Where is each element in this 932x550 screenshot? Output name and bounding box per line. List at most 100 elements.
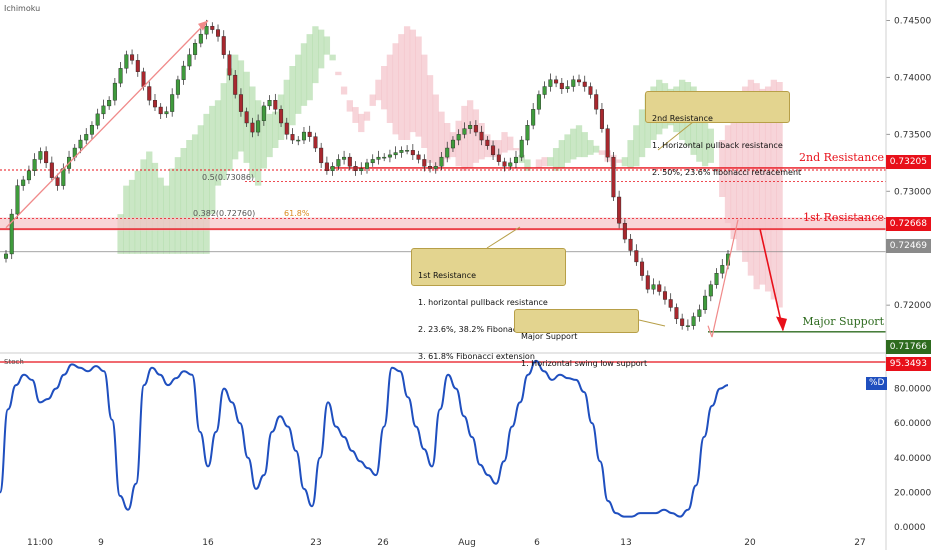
down-projection-arrowhead — [776, 316, 787, 332]
retrace-arrow-tail — [707, 325, 713, 338]
candle-body — [599, 109, 604, 129]
candlestick-series — [3, 19, 731, 331]
candle-body — [502, 161, 507, 167]
candle-body — [594, 94, 599, 110]
price-tick-label: 0.74000 — [894, 73, 931, 83]
candle-body — [628, 238, 633, 251]
candle-body — [279, 109, 284, 124]
candle-body — [634, 250, 639, 263]
candle-body — [267, 100, 272, 107]
candle-body — [198, 33, 203, 44]
candle-body — [714, 273, 719, 285]
candle-body — [342, 156, 347, 160]
fib-50-label: 0.5(0.73086) — [202, 173, 255, 182]
candle-body — [399, 150, 404, 153]
candle-body — [89, 125, 94, 135]
candle-body — [26, 170, 31, 181]
stoch-tick-label: 60.0000 — [894, 419, 931, 429]
second-resistance-note: 2nd Resistance 1. Horizontal pullback re… — [645, 91, 801, 177]
candle-body — [445, 147, 450, 158]
candle-body — [657, 284, 662, 292]
candle-body — [651, 284, 656, 290]
retrace-arrow — [711, 219, 739, 338]
second-resistance-label: 2nd Resistance — [799, 151, 884, 164]
candle-body — [387, 154, 392, 158]
candle-body — [216, 29, 221, 37]
candle-body — [382, 156, 387, 159]
candle-body — [238, 94, 243, 112]
candle-body — [221, 36, 226, 55]
candle-body — [405, 150, 410, 152]
price-tick-label: 0.74500 — [894, 16, 931, 26]
candle-body — [147, 86, 152, 101]
candle-body — [296, 139, 301, 142]
second-resistance-price-tag: 0.73205 — [885, 155, 931, 169]
candle-body — [301, 131, 306, 141]
stoch-tick-label: 0.0000 — [894, 523, 926, 533]
x-tick-label: 11:00 — [27, 538, 53, 548]
candle-body — [124, 54, 129, 69]
candle-body — [536, 94, 541, 110]
x-tick-label: Aug — [458, 538, 476, 548]
x-tick-label: 20 — [744, 538, 756, 548]
stoch-tick-label: 20.0000 — [894, 488, 931, 498]
candle-body — [622, 222, 627, 240]
candle-body — [508, 162, 513, 167]
candle-body — [273, 100, 278, 110]
candle-body — [187, 54, 192, 67]
candle-body — [32, 159, 37, 172]
candle-body — [84, 134, 89, 141]
candle-body — [175, 79, 180, 95]
candle-body — [697, 309, 702, 317]
candle-body — [548, 79, 553, 87]
candle-body — [353, 166, 358, 172]
price-tick-label: 0.73000 — [894, 187, 931, 197]
price-tick-label: 0.73500 — [894, 130, 931, 140]
candle-body — [473, 125, 478, 133]
candle-body — [491, 145, 496, 156]
candle-body — [422, 159, 427, 167]
candle-body — [49, 162, 54, 178]
candle-body — [582, 81, 587, 87]
candle-body — [433, 166, 438, 169]
candle-body — [324, 162, 329, 172]
candle-body — [645, 275, 650, 290]
candle-body — [284, 122, 289, 135]
candle-body — [662, 291, 667, 300]
candle-body — [577, 79, 582, 83]
swing-up-arrow — [5, 20, 209, 229]
candle-body — [525, 125, 530, 141]
candle-body — [680, 318, 685, 326]
x-tick-label: 23 — [310, 538, 321, 548]
candle-body — [95, 113, 100, 126]
note-pointer — [638, 319, 666, 327]
candle-body — [428, 166, 433, 169]
candle-body — [244, 111, 249, 124]
candle-body — [542, 86, 547, 95]
candle-body — [359, 168, 364, 172]
stoch-level-tag: 95.3493 — [885, 357, 931, 371]
candle-body — [605, 128, 610, 158]
candle-body — [135, 60, 140, 72]
candle-body — [456, 134, 461, 141]
candle-body — [210, 25, 215, 30]
support-price-tag: 0.71766 — [885, 340, 931, 354]
candle-body — [720, 265, 725, 274]
candle-body — [233, 74, 238, 95]
candle-body — [703, 295, 708, 310]
candle-body — [685, 325, 690, 327]
x-tick-label: 9 — [98, 538, 104, 548]
stoch-d-line — [0, 359, 729, 518]
candle-body — [588, 86, 593, 95]
candle-body — [559, 82, 564, 90]
x-tick-label: 6 — [534, 538, 540, 548]
major-support-label: Major Support — [802, 315, 884, 328]
candle-body — [479, 131, 484, 141]
candle-body — [170, 94, 175, 112]
candle-body — [193, 43, 198, 55]
candle-body — [38, 151, 43, 160]
candle-body — [439, 156, 444, 167]
candle-body — [485, 139, 490, 146]
candle-body — [15, 185, 20, 215]
candle-body — [44, 151, 49, 164]
